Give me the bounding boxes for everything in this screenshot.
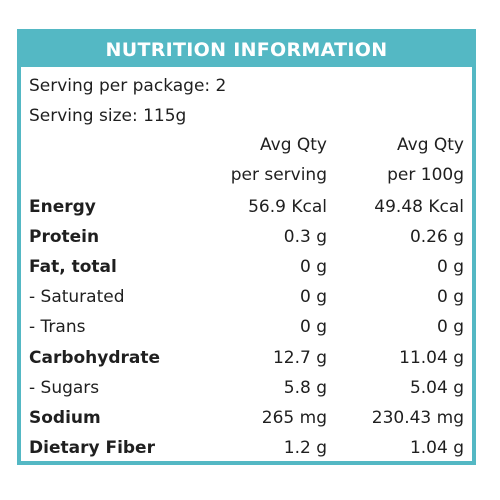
nutrient-row: Carbohydrate 12.7 g 11.04 g: [21, 347, 472, 369]
nutrient-value-per-100g: 0 g: [436, 287, 464, 308]
nutrient-value-per-serving: 0 g: [299, 287, 327, 308]
nutrient-value-per-serving: 0 g: [299, 317, 327, 338]
column-header-per-100g-line2: per 100g: [387, 165, 464, 185]
nutrient-value-per-serving: 0 g: [299, 257, 327, 278]
nutrient-value-per-serving: 1.2 g: [283, 437, 327, 458]
column-header-per-100g-line1: Avg Qty: [397, 135, 464, 155]
nutrient-row: Fat, total 0 g 0 g: [21, 256, 472, 278]
nutrient-label: Sodium: [29, 407, 101, 428]
nutrient-value-per-serving: 56.9 Kcal: [248, 197, 327, 217]
nutrient-row: Protein 0.3 g 0.26 g: [21, 226, 472, 248]
nutrient-value-per-serving: 5.8 g: [283, 377, 327, 398]
nutrient-label: Dietary Fiber: [29, 437, 155, 458]
nutrient-value-per-100g: 5.04 g: [409, 377, 464, 398]
nutrient-value-per-serving: 12.7 g: [272, 347, 327, 368]
servings-per-package: Serving per package: 2: [29, 76, 227, 96]
column-header-per-serving-line2: per serving: [230, 165, 327, 185]
nutrient-value-per-100g: 0 g: [436, 257, 464, 278]
nutrient-value-per-serving: 0.3 g: [283, 227, 327, 248]
nutrient-row: - Sugars 5.8 g 5.04 g: [21, 377, 472, 399]
nutrient-label: - Trans: [29, 317, 86, 338]
panel-title: NUTRITION INFORMATION: [21, 33, 472, 67]
nutrient-value-per-100g: 0.26 g: [409, 227, 464, 248]
nutrient-label: Fat, total: [29, 257, 117, 278]
nutrient-label: Protein: [29, 227, 100, 248]
nutrient-label: Carbohydrate: [29, 347, 161, 368]
nutrient-value-per-100g: 230.43 mg: [371, 407, 464, 428]
nutrient-value-per-100g: 1.04 g: [409, 437, 464, 458]
nutrient-value-per-100g: 49.48 Kcal: [374, 197, 464, 217]
nutrient-row: Energy 56.9 Kcal 49.48 Kcal: [21, 196, 472, 218]
nutrient-value-per-serving: 265 mg: [261, 407, 327, 428]
nutrient-label: Energy: [29, 197, 96, 217]
nutrient-row: - Trans 0 g 0 g: [21, 316, 472, 338]
nutrient-label: - Saturated: [29, 287, 125, 308]
nutrient-value-per-100g: 0 g: [436, 317, 464, 338]
nutrient-row: Dietary Fiber 1.2 g 1.04 g: [21, 437, 472, 459]
nutrient-label: - Sugars: [29, 377, 100, 398]
nutrition-panel: NUTRITION INFORMATION Serving per packag…: [17, 29, 476, 465]
serving-size: Serving size: 115g: [29, 106, 187, 126]
nutrient-value-per-100g: 11.04 g: [399, 347, 464, 368]
column-header-per-serving-line1: Avg Qty: [260, 135, 327, 155]
nutrient-row: - Saturated 0 g 0 g: [21, 286, 472, 308]
nutrient-row: Sodium 265 mg 230.43 mg: [21, 407, 472, 429]
